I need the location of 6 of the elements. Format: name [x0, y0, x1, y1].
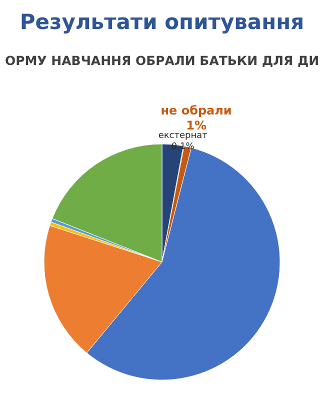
chart-subtitle: ОРМУ НАВЧАННЯ ОБРАЛИ БАТЬКИ ДЛЯ ДИ [4, 53, 320, 68]
data-label: 0,1% [171, 142, 195, 152]
slice-label: екстернат [158, 131, 208, 142]
slice-label: не обрали [160, 104, 232, 118]
chart-title: Результати опитування [20, 10, 304, 34]
data-label: 1% [186, 118, 206, 133]
